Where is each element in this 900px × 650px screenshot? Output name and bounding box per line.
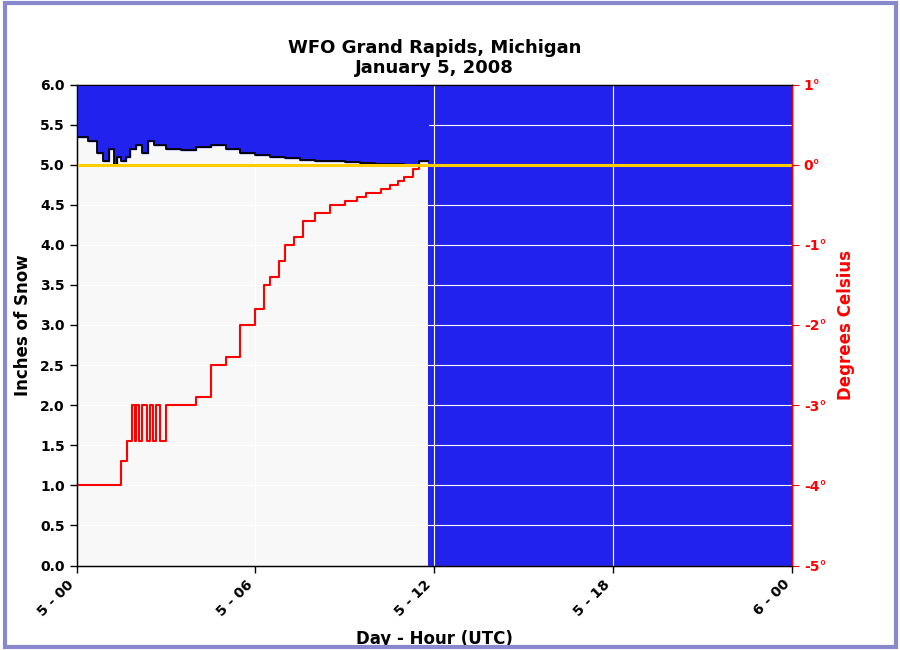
Y-axis label: Inches of Snow: Inches of Snow (14, 254, 32, 396)
X-axis label: Day - Hour (UTC): Day - Hour (UTC) (356, 630, 513, 648)
Y-axis label: Degrees Celsius: Degrees Celsius (837, 250, 855, 400)
Bar (76, 84, 428, 566)
Title: WFO Grand Rapids, Michigan
January 5, 2008: WFO Grand Rapids, Michigan January 5, 20… (288, 38, 580, 77)
